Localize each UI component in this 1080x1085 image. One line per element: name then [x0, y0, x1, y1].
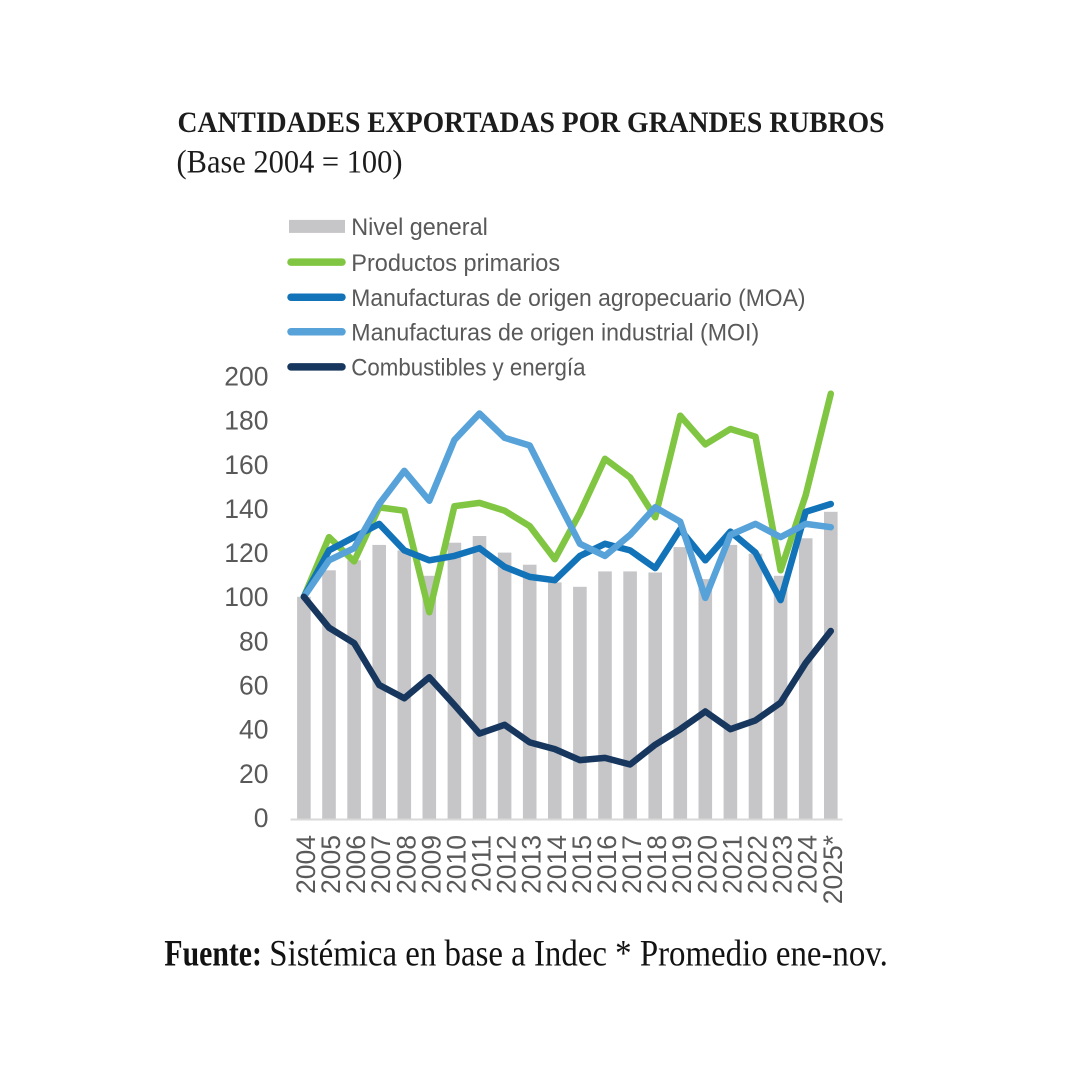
svg-text:2022: 2022 [743, 835, 773, 894]
svg-text:Productos primarios: Productos primarios [351, 250, 560, 277]
svg-text:180: 180 [224, 406, 268, 436]
svg-text:2010: 2010 [441, 835, 471, 894]
svg-text:120: 120 [224, 538, 268, 568]
svg-text:Manufacturas de origen agropec: Manufacturas de origen agropecuario (MOA… [351, 285, 805, 312]
svg-text:2025*: 2025* [818, 835, 848, 904]
svg-text:2014: 2014 [542, 835, 572, 894]
svg-text:100: 100 [224, 582, 268, 612]
svg-text:(Base 2004 = 100): (Base 2004 = 100) [177, 145, 403, 181]
svg-text:140: 140 [224, 494, 268, 524]
svg-text:2024: 2024 [793, 835, 823, 894]
svg-text:2023: 2023 [768, 835, 798, 894]
svg-text:40: 40 [239, 715, 268, 745]
svg-text:2007: 2007 [366, 835, 396, 894]
svg-text:Nivel general: Nivel general [351, 214, 488, 241]
svg-text:0: 0 [254, 803, 269, 833]
svg-text:Sistémica en base a Indec * Pr: Sistémica en base a Indec * Promedio ene… [269, 933, 888, 974]
svg-text:20: 20 [239, 759, 268, 789]
svg-text:2016: 2016 [592, 835, 622, 894]
svg-text:2018: 2018 [642, 835, 672, 894]
svg-text:200: 200 [224, 362, 268, 392]
svg-text:80: 80 [239, 626, 268, 656]
svg-text:2004: 2004 [291, 835, 321, 894]
svg-text:Combustibles y energía: Combustibles y energía [351, 355, 586, 382]
svg-text:2017: 2017 [617, 835, 647, 894]
svg-text:2015: 2015 [567, 835, 597, 894]
svg-text:2019: 2019 [667, 835, 697, 894]
svg-text:160: 160 [224, 450, 268, 480]
svg-text:CANTIDADES EXPORTADAS POR GRAN: CANTIDADES EXPORTADAS POR GRANDES RUBROS [178, 106, 885, 139]
svg-text:2012: 2012 [492, 835, 522, 894]
svg-text:Fuente:: Fuente: [164, 933, 262, 974]
svg-text:2006: 2006 [341, 835, 371, 894]
svg-text:Manufacturas de origen industr: Manufacturas de origen industrial (MOI) [351, 320, 759, 347]
svg-text:2011: 2011 [467, 835, 497, 892]
svg-text:2008: 2008 [391, 835, 421, 894]
svg-text:2005: 2005 [316, 835, 346, 894]
svg-text:2021: 2021 [717, 835, 747, 894]
svg-text:2009: 2009 [416, 835, 446, 894]
svg-text:2020: 2020 [692, 835, 722, 894]
svg-text:2013: 2013 [517, 835, 547, 894]
svg-text:60: 60 [239, 671, 268, 701]
